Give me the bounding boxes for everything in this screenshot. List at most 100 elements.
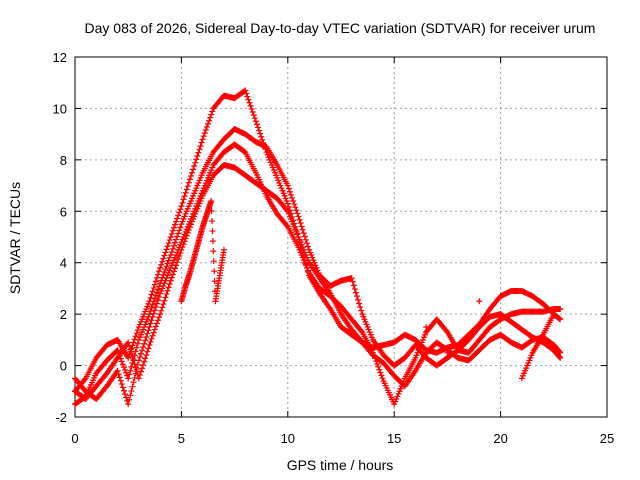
- data-point: [141, 340, 148, 347]
- data-point: [285, 185, 292, 192]
- series-track-4: [72, 162, 564, 402]
- data-point: [156, 293, 163, 300]
- data-point: [208, 208, 215, 215]
- data-point: [172, 239, 179, 246]
- data-point: [255, 124, 262, 131]
- x-tick-label: 15: [387, 431, 401, 446]
- data-point: [137, 368, 144, 375]
- data-point: [250, 112, 257, 119]
- data-point: [157, 311, 164, 318]
- data-point: [173, 262, 180, 269]
- data-point: [198, 139, 205, 146]
- data-point: [128, 350, 135, 357]
- data-point: [302, 236, 309, 243]
- data-point: [160, 271, 167, 278]
- data-point: [126, 343, 133, 350]
- data-point: [283, 207, 290, 213]
- data-point: [294, 210, 301, 217]
- data-point: [147, 320, 154, 327]
- y-tick-label: 6: [60, 204, 67, 219]
- data-point: [194, 153, 201, 159]
- data-point: [550, 311, 557, 318]
- data-point: [186, 224, 193, 231]
- data-point: [143, 334, 150, 341]
- data-point: [136, 372, 143, 379]
- data-point: [283, 222, 290, 229]
- data-point: [159, 258, 166, 265]
- data-point: [169, 227, 176, 234]
- data-point: [134, 340, 141, 347]
- y-tick-label: 2: [60, 307, 67, 322]
- data-point: [165, 284, 172, 291]
- x-tick-label: 20: [493, 431, 507, 446]
- data-point: [299, 226, 306, 233]
- data-point: [123, 394, 130, 401]
- data-point: [186, 176, 193, 183]
- data-point: [149, 301, 156, 308]
- data-point: [153, 274, 160, 281]
- data-point: [148, 335, 155, 342]
- data-point: [209, 108, 216, 115]
- data-point: [127, 346, 134, 353]
- data-point: [142, 337, 149, 344]
- chart-title: Day 083 of 2026, Sidereal Day-to-day VTE…: [85, 20, 596, 36]
- data-point: [130, 339, 137, 346]
- data-point: [169, 271, 176, 278]
- data-point: [151, 295, 158, 302]
- data-point: [183, 186, 190, 193]
- data-point: [144, 330, 151, 337]
- data-point: [203, 123, 210, 130]
- data-point: [193, 156, 200, 163]
- data-point: [158, 307, 165, 314]
- data-point: [115, 371, 122, 378]
- data-point: [351, 285, 358, 292]
- data-point: [242, 87, 249, 94]
- data-point: [349, 278, 356, 285]
- data-point: [151, 307, 158, 314]
- data-point: [131, 361, 138, 368]
- data-point: [120, 364, 127, 371]
- y-tick-label: 0: [60, 359, 67, 374]
- data-point: [133, 330, 140, 337]
- data-point: [165, 257, 172, 264]
- data-point: [164, 243, 171, 250]
- data-point: [187, 173, 194, 180]
- data-point: [156, 268, 163, 275]
- data-point: [157, 264, 164, 271]
- data-point: [358, 307, 365, 314]
- data-point: [178, 203, 185, 210]
- data-point: [295, 213, 302, 220]
- data-point: [191, 163, 198, 170]
- data-point: [556, 354, 563, 361]
- data-point: [252, 118, 259, 125]
- data-point: [175, 256, 182, 263]
- data-point: [170, 268, 177, 275]
- data-point: [199, 136, 206, 143]
- data-point: [127, 392, 134, 399]
- data-point: [127, 367, 134, 374]
- data-point: [192, 159, 199, 166]
- axis-ticks: 0 5 10 15 20 25 -2 0 2 4 6 8 10 12: [53, 50, 615, 446]
- data-point: [159, 304, 166, 311]
- data-point: [153, 289, 160, 296]
- data-point: [81, 376, 88, 383]
- plot-frame: [74, 56, 608, 418]
- data-point: [163, 263, 170, 270]
- data-point: [162, 266, 169, 273]
- data-point: [190, 166, 197, 173]
- data-point: [220, 246, 227, 253]
- data-point: [152, 292, 159, 299]
- data-point: [165, 240, 172, 247]
- data-point: [296, 216, 303, 223]
- data-point: [196, 146, 203, 153]
- data-point: [156, 314, 163, 321]
- data-point: [247, 102, 254, 109]
- data-point: [202, 127, 209, 134]
- data-point: [176, 253, 183, 260]
- data-point: [355, 296, 362, 303]
- data-point: [160, 255, 167, 262]
- y-tick-label: 12: [53, 50, 67, 65]
- data-point: [114, 347, 121, 354]
- data-point: [130, 379, 137, 386]
